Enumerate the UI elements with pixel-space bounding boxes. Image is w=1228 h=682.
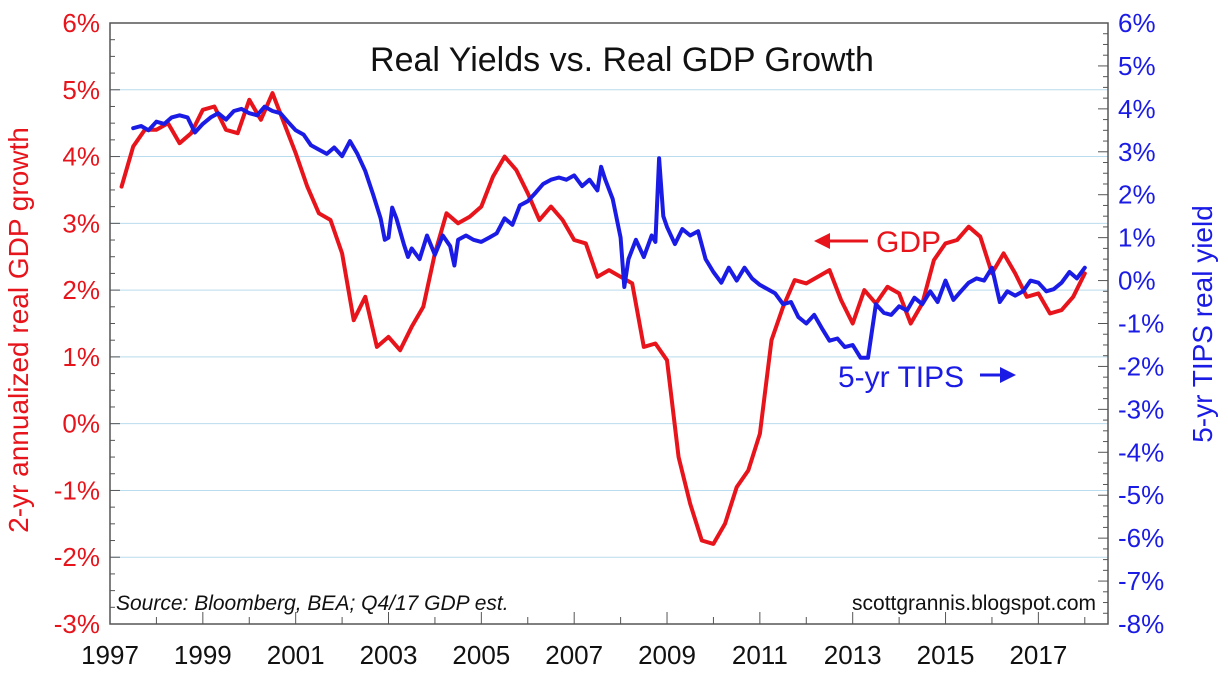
series-line-gdp xyxy=(119,91,1087,546)
tips-annotation: 5-yr TIPS xyxy=(838,361,1016,394)
right-tick-label: 3% xyxy=(1118,137,1156,167)
series-line-5-yr-tips xyxy=(131,104,1087,360)
right-tick-label: 1% xyxy=(1118,223,1156,253)
left-tick-label: -2% xyxy=(54,542,100,572)
left-axis-ticks: 6% 5% 4% 3% 2% 1% 0% -1% -2% -3% xyxy=(54,8,120,639)
series-layer xyxy=(119,91,1087,546)
right-tick-label: -5% xyxy=(1118,480,1164,510)
x-tick-label: 2005 xyxy=(452,640,510,670)
left-tick-label: 0% xyxy=(62,409,100,439)
chart-title: Real Yields vs. Real GDP Growth xyxy=(370,41,874,79)
left-tick-label: -3% xyxy=(54,609,100,639)
left-tick-label: 5% xyxy=(62,75,100,105)
source-note: Source: Bloomberg, BEA; Q4/17 GDP est. xyxy=(116,592,509,615)
gridlines xyxy=(110,89,1108,558)
right-tick-label: -6% xyxy=(1118,523,1164,553)
right-tick-label: 5% xyxy=(1118,51,1156,81)
x-axis-ticks: 1997 1999 2001 2003 2005 2007 2009 2011 2013 2015… xyxy=(81,612,1086,670)
right-tick-label: -7% xyxy=(1118,566,1164,596)
left-tick-label: 2% xyxy=(62,275,100,305)
right-tick-label: -1% xyxy=(1118,309,1164,339)
right-axis-ticks: 6% 5% 4% 3% 2% 1% 0% -1% -2% -3% -4% -5% -6% -7% -8% xyxy=(1098,8,1164,639)
left-tick-label: 6% xyxy=(62,8,100,38)
credit-note: scottgrannis.blogspot.com xyxy=(852,592,1096,615)
x-tick-label: 2007 xyxy=(545,640,603,670)
right-tick-label: 6% xyxy=(1118,8,1156,38)
x-tick-label: 2017 xyxy=(1009,640,1067,670)
x-tick-label: 2013 xyxy=(824,640,882,670)
right-tick-label: -8% xyxy=(1118,609,1164,639)
right-tick-label: -3% xyxy=(1118,394,1164,424)
left-tick-label: -1% xyxy=(54,475,100,505)
x-tick-label: 2015 xyxy=(917,640,975,670)
left-tick-label: 4% xyxy=(62,142,100,172)
tips-label: 5-yr TIPS xyxy=(838,361,964,394)
x-tick-label: 1997 xyxy=(81,640,139,670)
gdp-label: GDP xyxy=(876,226,941,259)
gdp-arrowhead-icon xyxy=(814,233,830,249)
x-tick-label: 2011 xyxy=(732,640,788,670)
y-axis-label-right: 5-yr TIPS real yield xyxy=(1187,205,1218,443)
left-tick-label: 1% xyxy=(62,342,100,372)
x-tick-label: 2003 xyxy=(360,640,418,670)
x-tick-label: 2001 xyxy=(267,640,325,670)
left-tick-label: 3% xyxy=(62,208,100,238)
right-tick-label: 4% xyxy=(1118,94,1156,124)
tips-arrowhead-icon xyxy=(1000,367,1016,383)
x-tick-label: 1999 xyxy=(174,640,232,670)
right-tick-label: 2% xyxy=(1118,180,1156,210)
right-tick-label: -4% xyxy=(1118,437,1164,467)
gdp-annotation: GDP xyxy=(814,226,941,259)
right-tick-label: -2% xyxy=(1118,351,1164,381)
x-tick-label: 2009 xyxy=(638,640,696,670)
y-axis-label-left: 2-yr annualized real GDP growth xyxy=(3,127,34,533)
right-tick-label: 0% xyxy=(1118,266,1156,296)
